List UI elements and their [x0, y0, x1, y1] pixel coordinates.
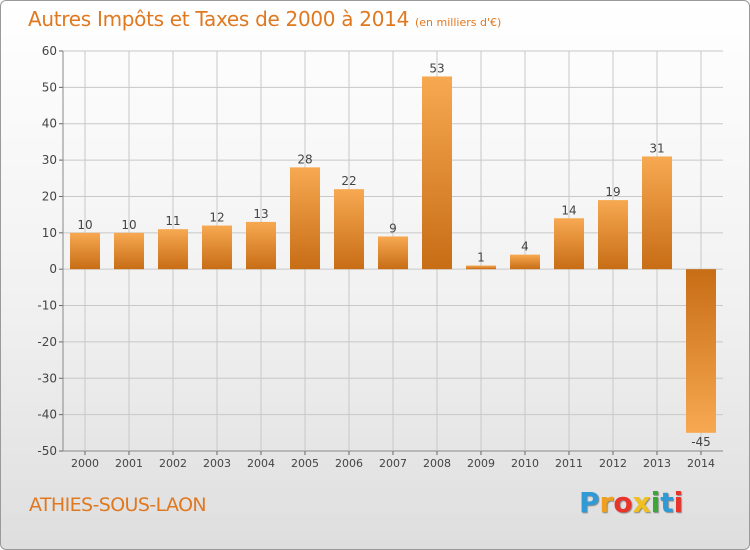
y-tick-label: -30 [37, 371, 57, 385]
data-label-2014: -45 [691, 435, 711, 449]
bar-2003 [202, 225, 232, 270]
bar-2004 [246, 221, 276, 270]
bar-2009 [466, 265, 496, 270]
x-tick-label-2008: 2008 [423, 457, 451, 470]
bar-2000 [70, 232, 100, 270]
data-label-2012: 19 [605, 185, 620, 199]
logo-letter: P [579, 486, 600, 519]
x-tick-label-2000: 2000 [71, 457, 99, 470]
data-label-2002: 11 [165, 214, 180, 228]
data-label-2007: 9 [389, 221, 397, 235]
data-label-2005: 28 [297, 152, 312, 166]
bar-2002 [158, 229, 188, 270]
logo-letter: x [632, 486, 651, 519]
bar-2001 [114, 232, 144, 270]
logo-letter: r [599, 486, 614, 519]
bar-2010 [510, 254, 540, 270]
y-tick-label: 40 [42, 117, 57, 131]
y-tick-label: 20 [42, 189, 57, 203]
chart-title: Autres Impôts et Taxes de 2000 à 2014 (en… [28, 7, 501, 31]
x-tick-label-2006: 2006 [335, 457, 363, 470]
bar-2011 [554, 218, 584, 270]
bar-2005 [290, 167, 320, 270]
y-tick-label: 30 [42, 153, 57, 167]
data-label-2000: 10 [77, 218, 92, 232]
x-tick-label-2003: 2003 [203, 457, 231, 470]
proxiti-logo[interactable]: Proxiti [579, 486, 683, 519]
chart-title-unit: (en milliers d'€) [415, 16, 502, 29]
x-tick-label-2009: 2009 [467, 457, 495, 470]
x-tick-label-2007: 2007 [379, 457, 407, 470]
y-tick-label: 60 [42, 44, 57, 58]
x-tick-label-2004: 2004 [247, 457, 275, 470]
data-label-2008: 53 [429, 61, 444, 75]
labels-layer: 6050403020100-10-20-30-40-50102000102001… [37, 44, 715, 470]
data-label-2003: 12 [209, 211, 224, 225]
data-label-2001: 10 [121, 218, 136, 232]
bar-2006 [334, 189, 364, 270]
y-tick-label: 0 [49, 262, 57, 276]
y-tick-label: 50 [42, 80, 57, 94]
x-tick-label-2014: 2014 [687, 457, 715, 470]
data-label-2004: 13 [253, 207, 268, 221]
y-tick-label: 10 [42, 226, 57, 240]
y-tick-label: -10 [37, 299, 57, 313]
x-tick-label-2005: 2005 [291, 457, 319, 470]
x-tick-label-2013: 2013 [643, 457, 671, 470]
logo-letter: t [660, 486, 674, 519]
x-tick-label-2011: 2011 [555, 457, 583, 470]
data-label-2006: 22 [341, 174, 356, 188]
logo-letter: o [613, 486, 633, 519]
bar-2012 [598, 200, 628, 270]
x-tick-label-2012: 2012 [599, 457, 627, 470]
chart-title-main: Autres Impôts et Taxes de 2000 à 2014 [28, 7, 409, 31]
x-tick-label-2002: 2002 [159, 457, 187, 470]
data-label-2011: 14 [561, 203, 576, 217]
x-tick-label-2001: 2001 [115, 457, 143, 470]
x-tick-label-2010: 2010 [511, 457, 539, 470]
bar-2008 [422, 76, 452, 270]
data-label-2010: 4 [521, 240, 529, 254]
bar-2014 [686, 269, 716, 433]
data-label-2013: 31 [649, 141, 664, 155]
bar-2013 [642, 156, 672, 270]
data-label-2009: 1 [477, 251, 485, 265]
logo-letter: i [673, 486, 684, 519]
y-tick-label: -50 [37, 444, 57, 458]
y-tick-label: -20 [37, 335, 57, 349]
y-tick-label: -40 [37, 408, 57, 422]
place-name: ATHIES-SOUS-LAON [29, 494, 207, 516]
bar-2007 [378, 236, 408, 270]
logo-letter: i [650, 486, 661, 519]
bars-layer [70, 76, 716, 433]
